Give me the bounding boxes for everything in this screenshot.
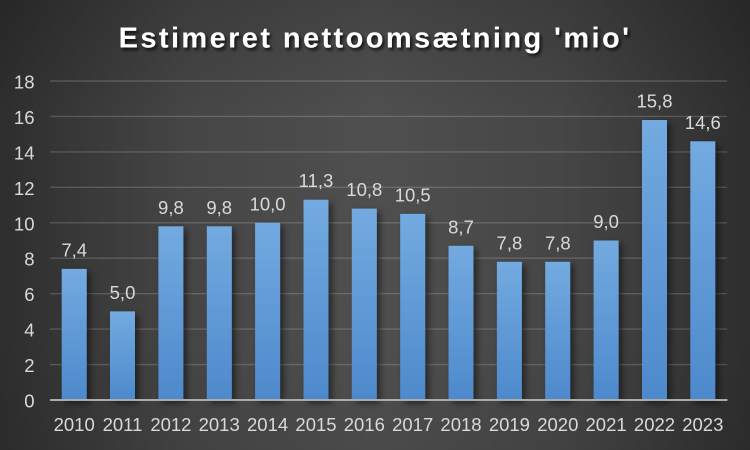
svg-text:2012: 2012 (150, 414, 191, 435)
svg-text:0: 0 (24, 391, 34, 412)
svg-text:9,8: 9,8 (206, 197, 232, 218)
svg-text:6: 6 (24, 284, 34, 305)
svg-text:2013: 2013 (199, 414, 240, 435)
svg-text:7,4: 7,4 (61, 239, 87, 260)
svg-text:2: 2 (24, 355, 34, 376)
svg-text:9,0: 9,0 (593, 211, 619, 232)
svg-text:15,8: 15,8 (636, 91, 672, 112)
svg-text:9,8: 9,8 (158, 197, 184, 218)
svg-text:2023: 2023 (682, 414, 723, 435)
svg-text:18: 18 (14, 72, 35, 93)
svg-text:Estimeret nettoomsætning 'mio': Estimeret nettoomsætning 'mio' (119, 22, 632, 54)
svg-text:2019: 2019 (489, 414, 530, 435)
svg-text:11,3: 11,3 (299, 170, 334, 191)
svg-text:12: 12 (14, 178, 35, 199)
svg-text:4: 4 (24, 320, 34, 341)
svg-text:2014: 2014 (247, 414, 288, 435)
svg-text:2021: 2021 (586, 414, 627, 435)
svg-text:16: 16 (14, 107, 35, 128)
svg-text:10: 10 (14, 213, 35, 234)
svg-text:2018: 2018 (440, 414, 481, 435)
svg-text:14: 14 (14, 142, 35, 163)
svg-text:2015: 2015 (295, 414, 336, 435)
svg-text:10,0: 10,0 (250, 193, 286, 214)
svg-text:2017: 2017 (392, 414, 433, 435)
svg-text:2016: 2016 (344, 414, 385, 435)
svg-text:7,8: 7,8 (545, 232, 571, 253)
svg-text:2010: 2010 (54, 414, 95, 435)
svg-text:2020: 2020 (537, 414, 578, 435)
svg-text:8,7: 8,7 (448, 216, 474, 237)
svg-text:5,0: 5,0 (110, 282, 136, 303)
svg-text:14,6: 14,6 (685, 112, 721, 133)
svg-text:2022: 2022 (634, 414, 675, 435)
svg-text:10,8: 10,8 (346, 179, 382, 200)
svg-text:7,8: 7,8 (497, 232, 523, 253)
svg-text:8: 8 (24, 249, 34, 270)
svg-text:10,5: 10,5 (395, 184, 431, 205)
svg-text:2011: 2011 (103, 414, 143, 435)
